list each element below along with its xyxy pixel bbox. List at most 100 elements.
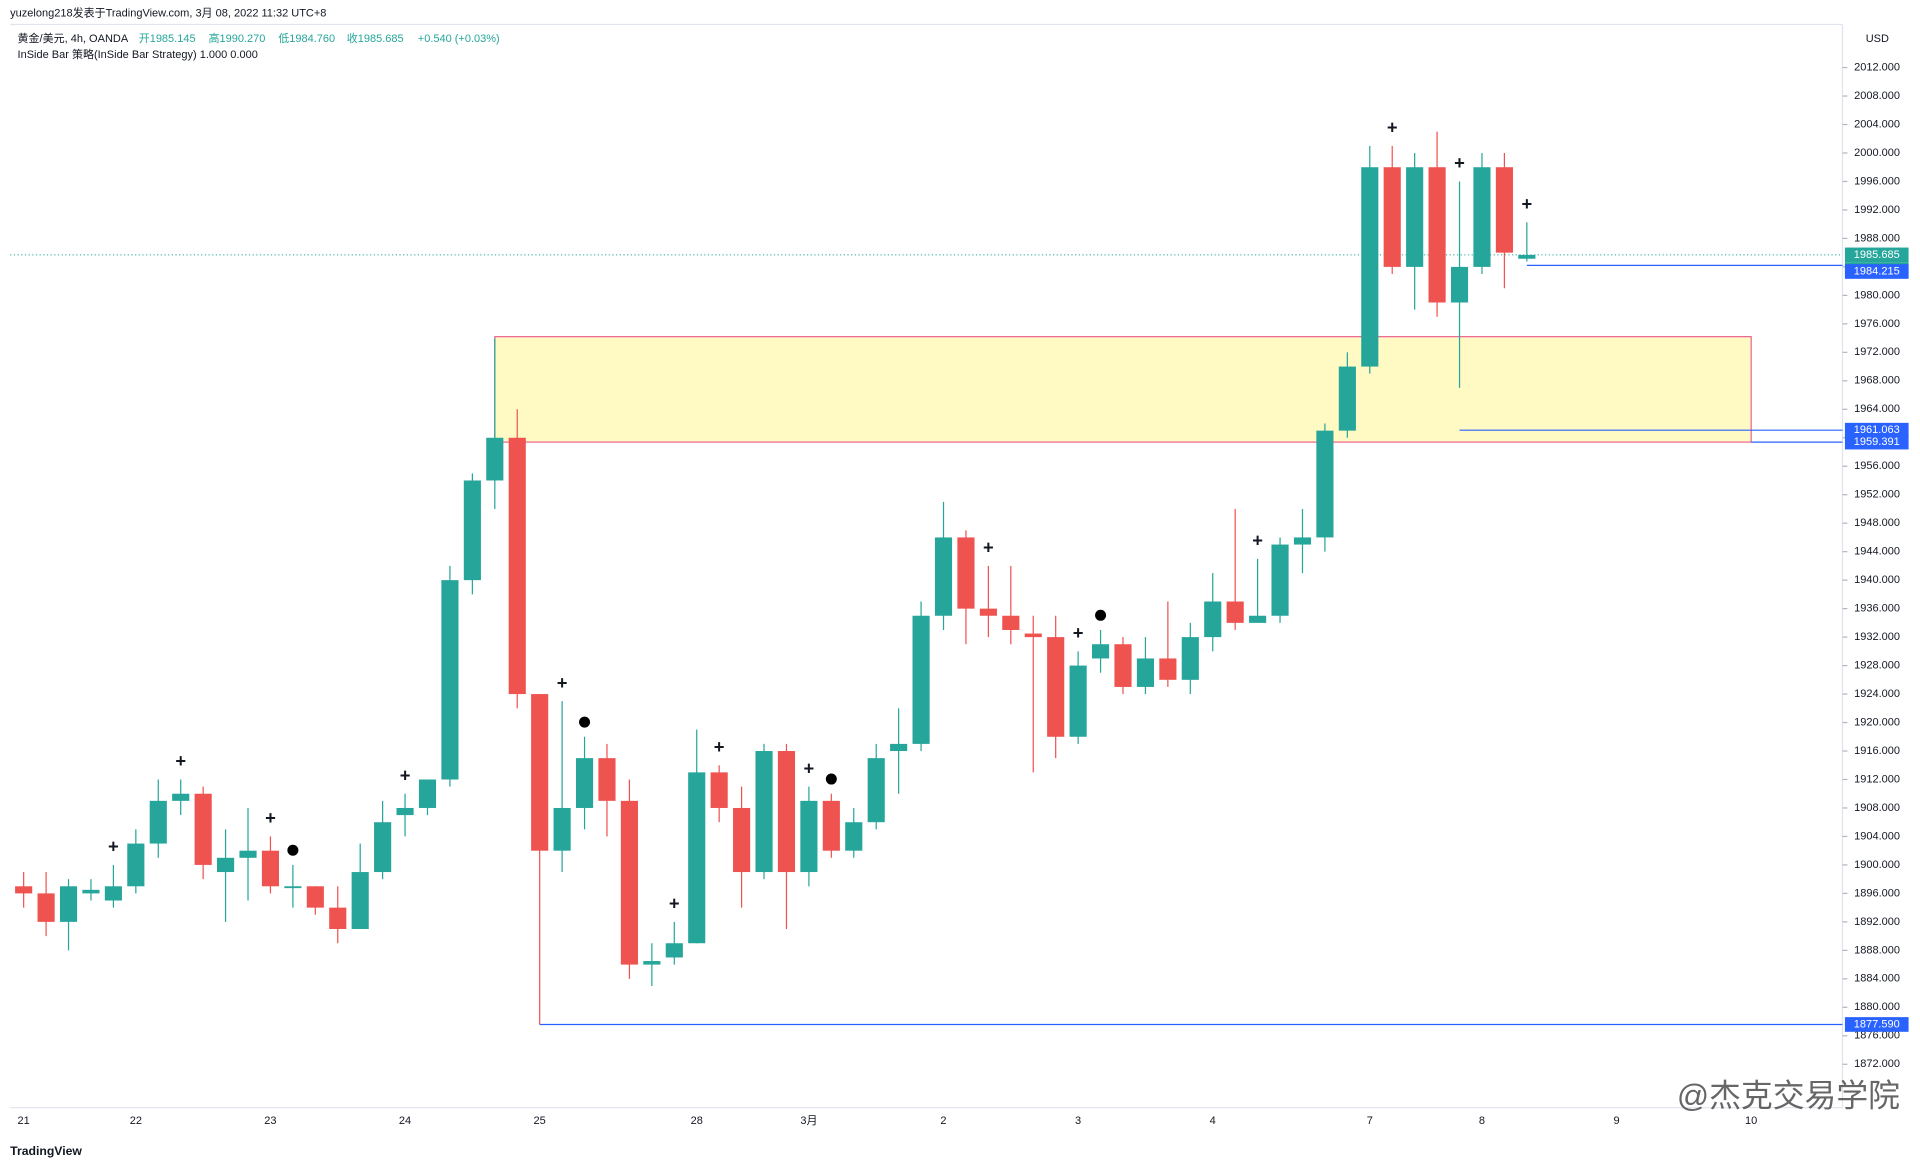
candle-body <box>1518 254 1536 259</box>
y-tick-label: 1940.000 <box>1854 574 1900 586</box>
candle-body <box>194 793 212 865</box>
plus-signal: + <box>1454 152 1465 173</box>
y-tick-label: 1976.000 <box>1854 318 1900 330</box>
candle-body <box>15 886 33 894</box>
candle-body <box>1249 615 1267 623</box>
candle-body <box>418 779 437 808</box>
candle-body <box>665 943 683 958</box>
price-label: 1984.215 <box>1854 265 1900 277</box>
candle-body <box>1024 633 1042 638</box>
y-tick-label: 1908.000 <box>1854 802 1900 814</box>
plus-signal: + <box>265 807 276 828</box>
candle-body <box>104 886 122 901</box>
candle-body <box>643 961 661 965</box>
candle-body <box>329 907 347 930</box>
candle-body <box>486 437 504 481</box>
y-tick-label: 1956.000 <box>1854 460 1900 472</box>
plus-signal: + <box>1387 117 1398 138</box>
candle-body <box>351 872 369 930</box>
candle-body <box>261 850 280 887</box>
y-tick-label: 1996.000 <box>1854 175 1900 187</box>
plus-signal: + <box>108 836 119 857</box>
x-tick-label: 10 <box>1745 1115 1757 1127</box>
candle-body <box>374 822 392 873</box>
candle-body <box>822 800 840 851</box>
candle-body <box>755 751 773 873</box>
candle-body <box>306 886 324 908</box>
candle-body <box>777 751 796 873</box>
candle-body <box>1271 544 1289 616</box>
y-tick-label: 1876.000 <box>1854 1030 1900 1042</box>
candle-body <box>441 580 459 780</box>
candle-body <box>1383 167 1401 267</box>
y-tick-label: 2008.000 <box>1854 90 1900 102</box>
y-tick-label: 1880.000 <box>1854 1001 1900 1013</box>
currency: USD <box>1866 33 1889 45</box>
y-tick-label: 1972.000 <box>1854 346 1900 358</box>
y-tick-label: 1932.000 <box>1854 631 1900 643</box>
y-tick-label: 1916.000 <box>1854 745 1900 757</box>
y-tick-label: 1872.000 <box>1854 1058 1900 1070</box>
candle-body <box>82 889 100 894</box>
x-tick-label: 22 <box>130 1115 142 1127</box>
candle-body <box>239 850 257 858</box>
plus-signal: + <box>669 893 680 914</box>
candle-body <box>217 857 235 873</box>
candle-body <box>1473 167 1491 267</box>
x-tick-label: 28 <box>691 1115 703 1127</box>
plus-signal: + <box>983 537 994 558</box>
price-label: 1877.590 <box>1854 1018 1900 1030</box>
x-tick-label: 24 <box>399 1115 411 1127</box>
dot-signal <box>287 844 299 856</box>
y-tick-label: 1992.000 <box>1854 204 1900 216</box>
ohlc-change: +0.540 (+0.03%) <box>418 33 500 45</box>
y-tick-label: 1888.000 <box>1854 944 1900 956</box>
candle-body <box>800 800 818 873</box>
y-tick-label: 1944.000 <box>1854 546 1900 558</box>
candle-body <box>172 793 190 801</box>
y-tick-label: 1912.000 <box>1854 773 1900 785</box>
x-tick-label: 7 <box>1367 1115 1373 1127</box>
y-tick-label: 1980.000 <box>1854 289 1900 301</box>
y-tick-label: 1964.000 <box>1854 403 1900 415</box>
candle-body <box>463 480 481 581</box>
candle-body <box>598 758 616 801</box>
ohlc-low: 低1984.760 <box>278 32 335 45</box>
candle-body <box>1002 615 1020 630</box>
plus-signal: + <box>1252 529 1263 550</box>
x-tick-label: 2 <box>940 1115 946 1127</box>
candle-body <box>1204 601 1222 638</box>
y-tick-label: 1904.000 <box>1854 830 1900 842</box>
candle-body <box>845 822 863 851</box>
candle-body <box>1047 637 1065 737</box>
candle-body <box>1361 167 1379 367</box>
ohlc-high: 高1990.270 <box>208 31 265 45</box>
x-tick-label: 3 <box>1075 1115 1081 1127</box>
price-label-bg <box>1844 422 1909 438</box>
plus-signal: + <box>557 672 568 693</box>
candle-body <box>934 537 953 616</box>
y-tick-label: 1928.000 <box>1854 659 1900 671</box>
candle-body <box>149 800 167 844</box>
candle-body <box>688 772 706 944</box>
candle-body <box>508 437 526 695</box>
x-tick-label: 8 <box>1479 1115 1485 1127</box>
y-tick-label: 1900.000 <box>1854 859 1900 871</box>
candle-body <box>979 608 997 616</box>
candle-body <box>1293 537 1312 545</box>
plus-signal: + <box>714 736 725 757</box>
candle-body <box>1495 167 1513 253</box>
candle-body <box>1069 665 1087 737</box>
price-label: 1961.063 <box>1854 424 1900 436</box>
plus-signal: + <box>400 764 411 785</box>
y-tick-label: 2004.000 <box>1854 118 1900 130</box>
plus-signal: + <box>1521 193 1532 214</box>
price-label: 1959.391 <box>1854 436 1900 448</box>
y-tick-label: 2012.000 <box>1854 61 1900 73</box>
candle-body <box>1450 266 1469 303</box>
candle-body <box>1181 637 1199 680</box>
dot-signal <box>1095 609 1107 621</box>
candle-body <box>867 758 885 823</box>
ohlc-close: 收1985.685 <box>347 31 404 45</box>
